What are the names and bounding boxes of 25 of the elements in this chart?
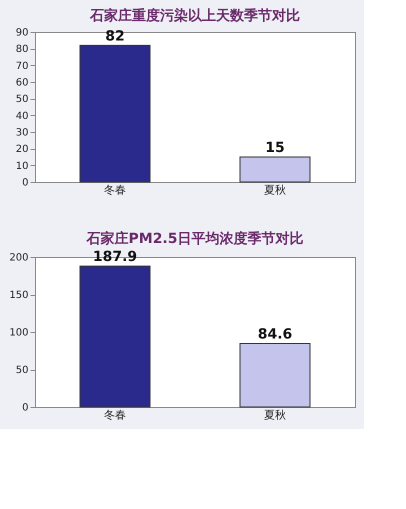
y-tick-label: 0	[22, 402, 28, 414]
x-tick-label: 冬春	[104, 184, 126, 196]
data-label: 84.6	[258, 326, 292, 343]
y-tick-label: 50	[16, 94, 28, 106]
y-tick-label: 30	[16, 128, 28, 138]
x-tick-label: 夏秋	[264, 408, 286, 422]
x-tick-label: 冬春	[104, 408, 126, 422]
y-tick-label: 100	[9, 328, 28, 338]
y-tick-label: 0	[22, 178, 28, 188]
data-label: 82	[105, 28, 125, 44]
y-tick-label: 20	[16, 144, 28, 156]
y-tick-label: 10	[16, 160, 28, 172]
y-tick-label: 40	[16, 110, 28, 122]
y-tick-label: 150	[9, 290, 28, 301]
y-tick-label: 50	[16, 365, 28, 376]
data-label: 187.9	[92, 249, 138, 266]
x-tick-label: 夏秋	[264, 184, 286, 196]
chart-title: 石家庄PM2.5日平均浓度季节对比	[86, 230, 304, 248]
data-label: 15	[265, 140, 285, 156]
y-tick-label: 90	[16, 28, 28, 38]
y-tick-label: 200	[9, 252, 28, 264]
y-tick-label: 70	[16, 60, 28, 72]
y-tick-label: 80	[16, 44, 28, 56]
y-tick-label: 60	[16, 78, 28, 88]
chart-title: 石家庄重度污染以上天数季节对比	[89, 7, 300, 24]
